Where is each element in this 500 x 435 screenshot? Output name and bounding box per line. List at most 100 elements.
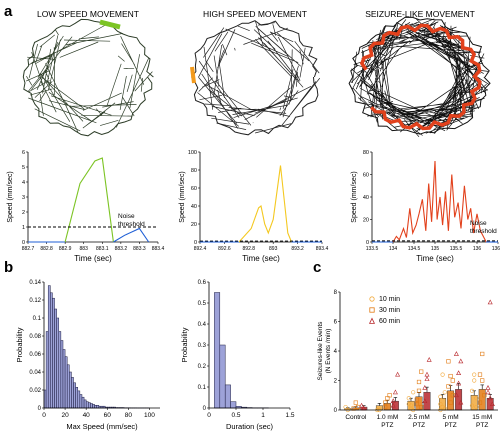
track-highlight bbox=[359, 23, 482, 131]
y-tick-label: 4 bbox=[334, 349, 338, 355]
x-tick-label: 883.2 bbox=[115, 246, 128, 252]
y-axis-label: (N Events /min) bbox=[325, 329, 332, 374]
legend-label: 30 min bbox=[379, 307, 400, 314]
track-image-high bbox=[190, 20, 321, 136]
x-tick-label: 15 mM bbox=[472, 414, 492, 421]
x-tick-label: 882.8 bbox=[40, 246, 53, 252]
y-tick-label: 0.5 bbox=[198, 301, 207, 307]
histogram-bar bbox=[66, 364, 70, 409]
y-tick-label: 0.04 bbox=[29, 370, 41, 376]
y-tick-label: 0.1 bbox=[33, 316, 42, 322]
data-point bbox=[414, 397, 419, 402]
data-point bbox=[424, 371, 430, 377]
y-tick-label: 80 bbox=[363, 150, 369, 156]
data-point bbox=[446, 359, 451, 364]
data-point bbox=[453, 351, 459, 356]
histogram-bar bbox=[71, 377, 74, 409]
x-axis-label: Max Speed (mm/sec) bbox=[66, 422, 138, 431]
y-axis-label: Speed (mm/sec) bbox=[351, 171, 358, 222]
y-tick-label: 0.14 bbox=[29, 280, 41, 286]
y-tick-label: 0.1 bbox=[198, 385, 207, 391]
legend-marker bbox=[369, 307, 375, 313]
bar bbox=[478, 389, 486, 411]
data-point bbox=[453, 392, 459, 398]
y-tick-label: 6 bbox=[334, 320, 338, 326]
histogram-bar bbox=[69, 371, 72, 409]
y-tick-label: 5 bbox=[22, 165, 25, 171]
data-point bbox=[485, 389, 491, 395]
x-tick-label: 136.5 bbox=[492, 246, 500, 252]
data-point bbox=[416, 379, 422, 385]
data-point bbox=[489, 401, 495, 406]
histogram-bar bbox=[83, 399, 87, 409]
data-point bbox=[438, 402, 443, 407]
x-tick-label: 883 bbox=[80, 246, 89, 252]
data-point bbox=[383, 404, 388, 410]
x-tick-label: 883.1 bbox=[96, 246, 109, 252]
y-tick-label: 3 bbox=[22, 195, 25, 201]
x-tick-label: PTZ bbox=[381, 422, 393, 429]
series-line bbox=[392, 160, 487, 243]
legend-label: 60 min bbox=[379, 318, 400, 325]
y-tick-label: 2 bbox=[334, 379, 338, 385]
data-point bbox=[359, 402, 365, 408]
y-axis-label: Seizures-like Events bbox=[317, 321, 324, 381]
chart-speed-seizure: 133.5 134 134.5 135 135.5 136 136.5 0 20 40 60 80 Ti… bbox=[351, 150, 500, 263]
histogram-bar bbox=[224, 384, 231, 409]
data-point bbox=[472, 378, 477, 383]
y-tick-label: 0.08 bbox=[29, 334, 41, 340]
track-title-low: LOW SPEED MOVEMENT bbox=[37, 9, 139, 19]
data-point bbox=[411, 390, 416, 395]
data-point bbox=[480, 351, 485, 357]
y-tick-label: 0 bbox=[194, 240, 197, 246]
x-tick-label: 893.4 bbox=[316, 246, 329, 252]
y-tick-label: 0.2 bbox=[198, 364, 207, 370]
x-axis-label: Time (sec) bbox=[242, 254, 280, 263]
bar bbox=[415, 396, 423, 411]
y-axis-label: Probability bbox=[180, 327, 189, 362]
x-tick-label: 135.5 bbox=[450, 246, 463, 252]
histogram-bar bbox=[214, 292, 221, 409]
data-point bbox=[424, 376, 430, 381]
y-tick-label: 0.4 bbox=[198, 322, 207, 328]
x-tick-label: Control bbox=[345, 414, 367, 421]
data-point bbox=[408, 403, 414, 408]
track-title-high: HIGH SPEED MOVEMENT bbox=[203, 9, 307, 19]
y-tick-label: 0.3 bbox=[198, 343, 207, 349]
y-tick-label: 4 bbox=[22, 180, 25, 186]
histogram-bar bbox=[88, 402, 91, 409]
y-tick-label: 80 bbox=[191, 168, 197, 174]
bar bbox=[455, 389, 463, 411]
y-tick-label: 0.6 bbox=[198, 280, 207, 286]
series-line bbox=[64, 157, 114, 243]
x-tick-label: PTZ bbox=[476, 422, 488, 429]
histogram-bar bbox=[219, 344, 226, 409]
y-tick-label: 60 bbox=[191, 186, 197, 192]
y-axis-label: Speed (mm/sec) bbox=[179, 171, 186, 222]
data-point bbox=[448, 373, 453, 379]
x-tick-label: 1.5 bbox=[285, 412, 294, 419]
y-tick-label: 0 bbox=[334, 408, 338, 414]
bar bbox=[470, 395, 478, 411]
data-point bbox=[343, 404, 348, 410]
data-point bbox=[387, 393, 392, 398]
x-tick-label: 2.5 mM bbox=[408, 414, 430, 421]
x-tick-label: 0 bbox=[42, 412, 46, 419]
track-highlight bbox=[190, 66, 196, 84]
chart-max-speed-hist: 0 20 40 60 80 100 0 0.02 0.04 0.06 0.08 0.1 0.12 0.14… bbox=[15, 280, 160, 431]
data-point bbox=[414, 401, 419, 407]
x-tick-label: 40 bbox=[83, 412, 91, 419]
y-tick-label: 60 bbox=[363, 173, 369, 179]
x-tick-label: 892.4 bbox=[194, 246, 207, 252]
bar bbox=[360, 406, 368, 411]
data-point bbox=[442, 390, 447, 395]
track-highlight bbox=[99, 19, 121, 30]
x-tick-label: 882.7 bbox=[22, 246, 35, 252]
histogram-bar bbox=[50, 292, 53, 409]
bar bbox=[423, 392, 431, 411]
histogram-bar bbox=[79, 394, 83, 409]
histogram-bar bbox=[230, 401, 237, 409]
chart-speed-low: 882.7 882.8 882.9 883 883.1 883.2 883.3 883.4 0 1… bbox=[7, 150, 164, 263]
y-tick-label: 100 bbox=[188, 150, 197, 156]
